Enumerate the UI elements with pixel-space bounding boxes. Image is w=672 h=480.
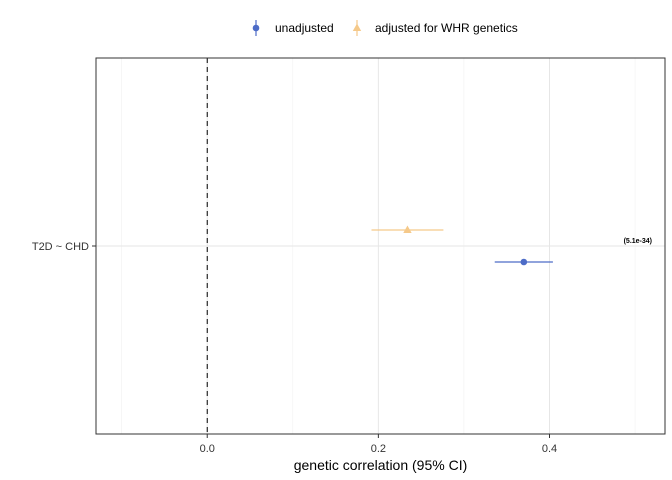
point-unadjusted [520, 258, 528, 266]
grid [96, 58, 665, 434]
data-marks: (5.1e-34) [371, 225, 652, 266]
legend-label: adjusted for WHR genetics [375, 21, 518, 35]
x-axis-title: genetic correlation (95% CI) [294, 457, 468, 473]
legend: unadjusted adjusted for WHR genetics [252, 20, 518, 36]
legend-item-adjusted: adjusted for WHR genetics [352, 20, 518, 36]
y-axis: T2D ~ CHD [32, 241, 96, 253]
legend-key-circle [252, 24, 260, 32]
x-tick-label: 0.0 [200, 443, 215, 455]
x-tick-label: 0.2 [371, 443, 386, 455]
legend-key-triangle [352, 23, 362, 31]
x-axis: 0.0 0.2 0.4 [200, 434, 557, 455]
point-adjusted [403, 225, 412, 233]
y-tick-label: T2D ~ CHD [32, 241, 89, 253]
legend-item-unadjusted: unadjusted [252, 20, 334, 36]
x-tick-label: 0.4 [542, 443, 557, 455]
p-value-annotation: (5.1e-34) [624, 238, 652, 245]
legend-label: unadjusted [275, 21, 334, 35]
